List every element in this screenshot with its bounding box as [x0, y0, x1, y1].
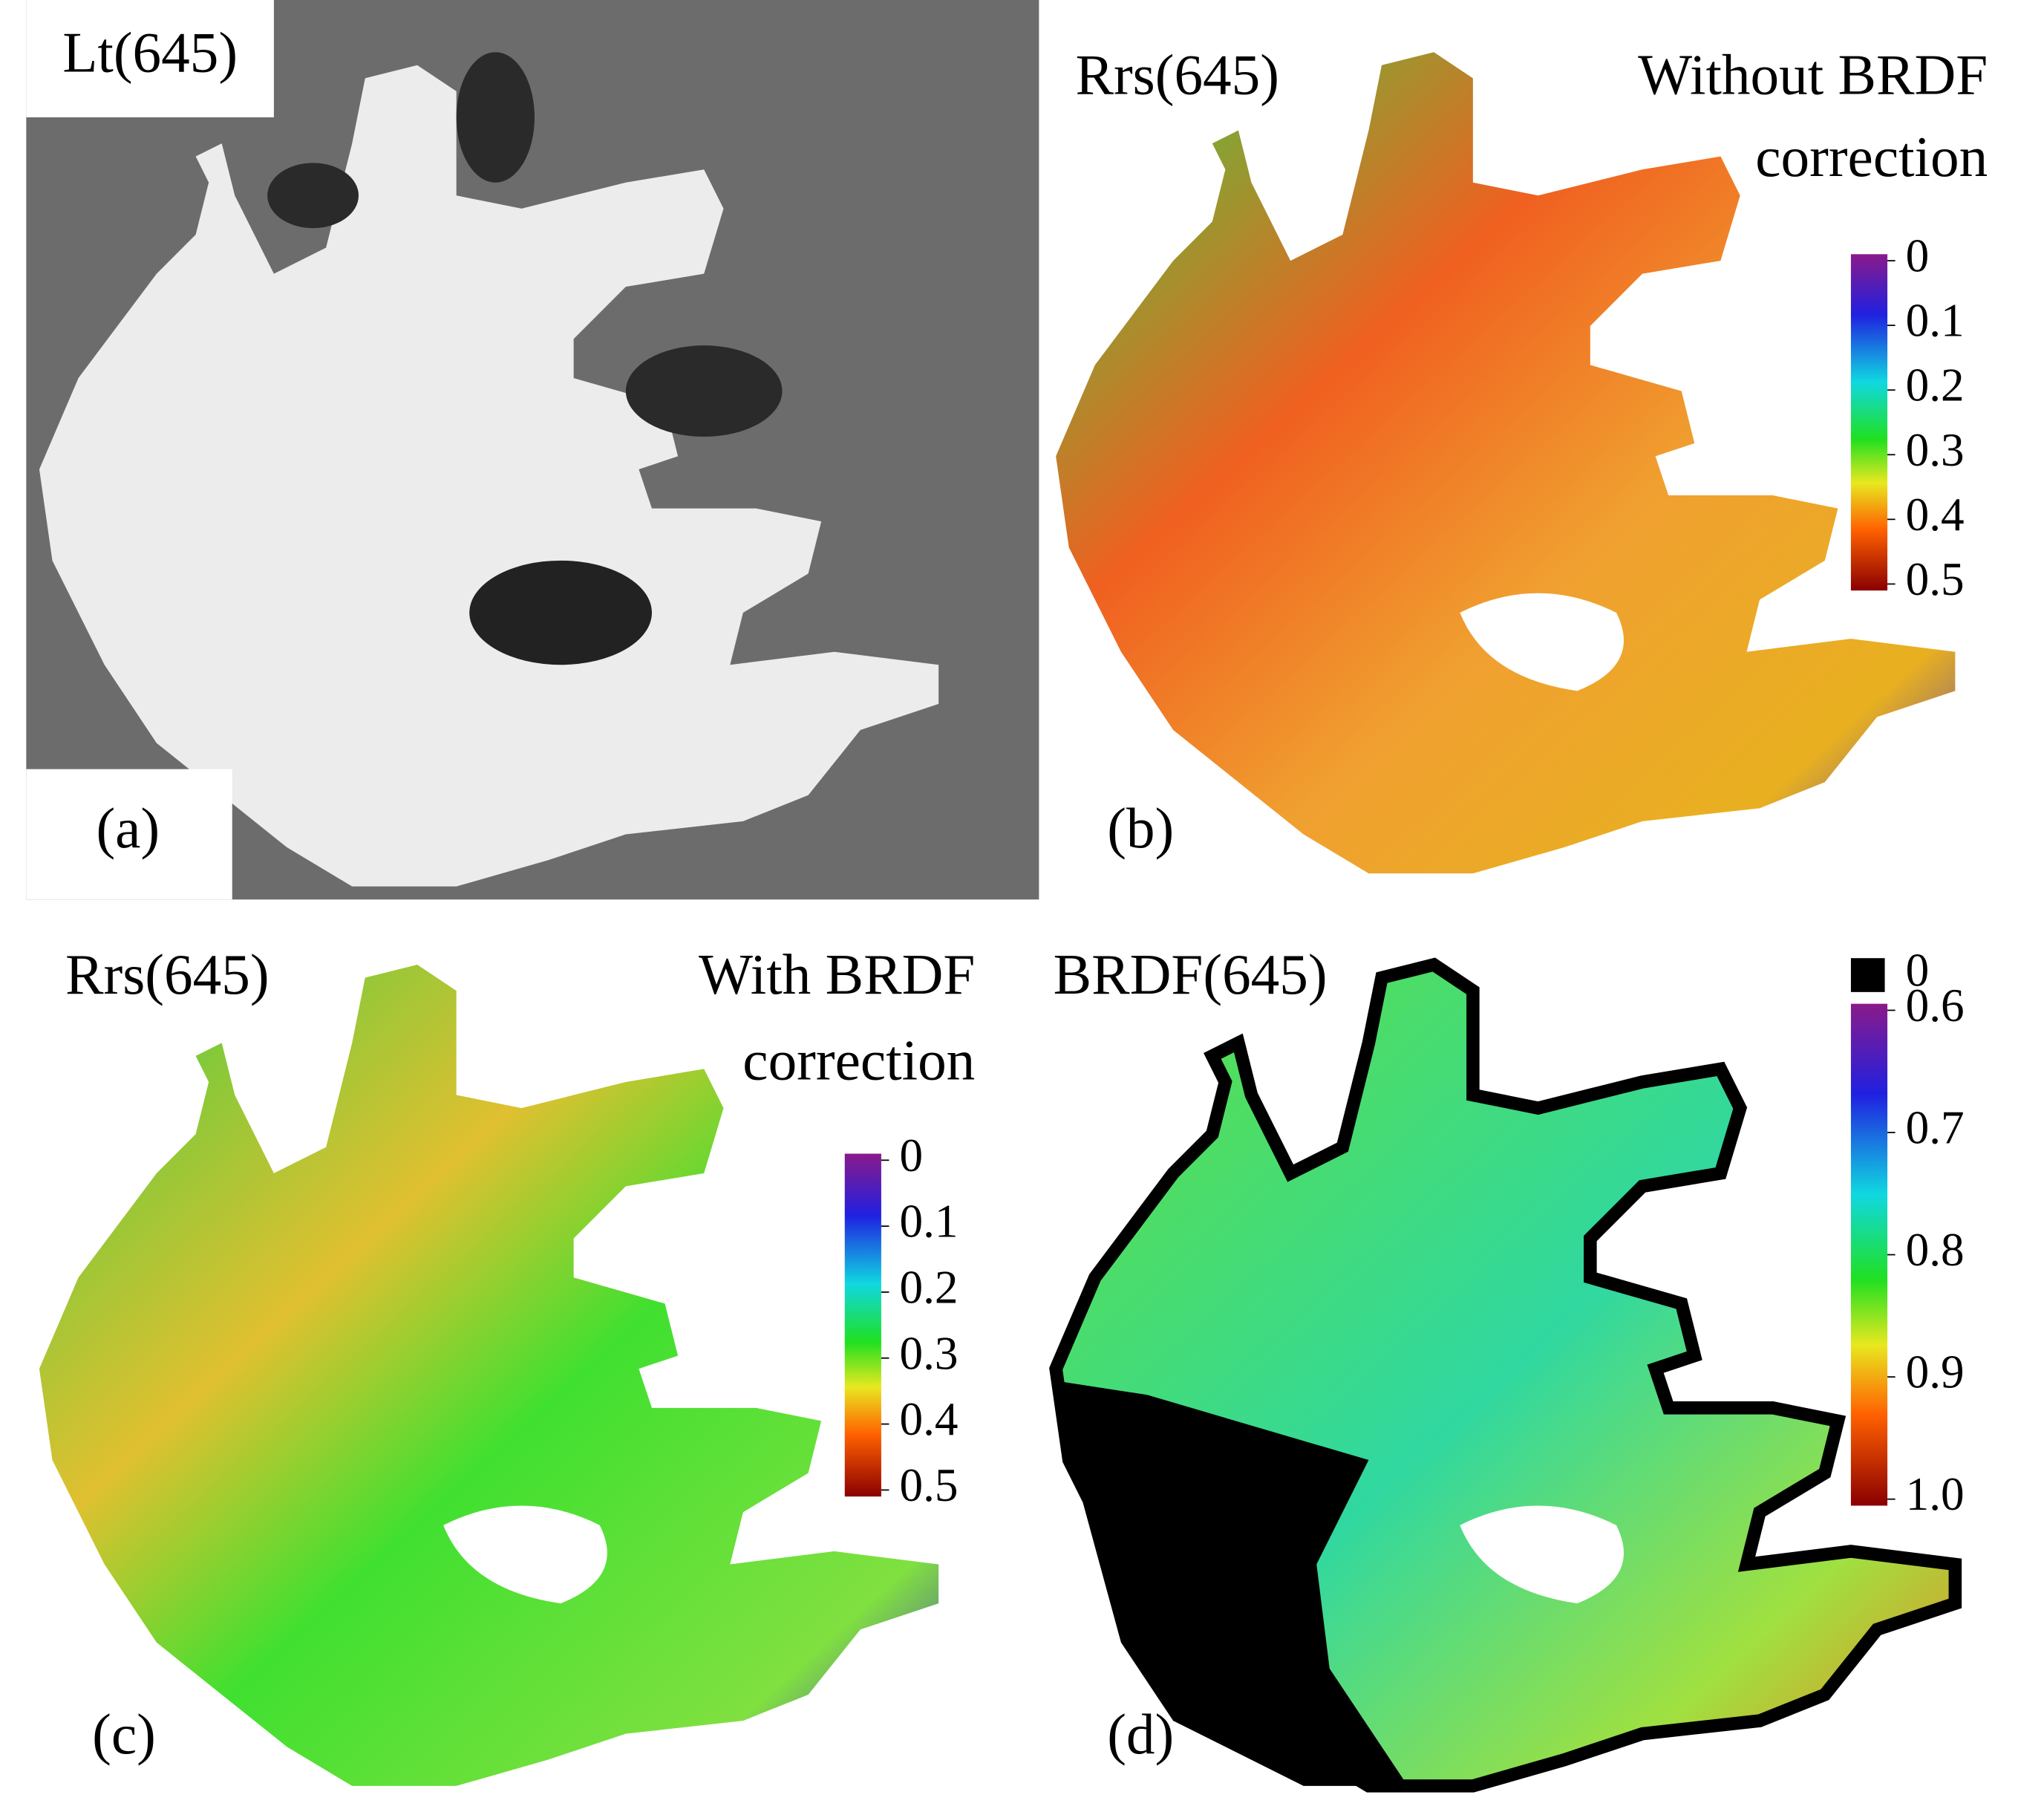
- colorbar-tick-label: 0.5: [1906, 553, 1965, 605]
- panel-title: Lt(645): [62, 21, 238, 85]
- mask-label: 0: [1906, 945, 1930, 997]
- colorbar-tick-label: 0.5: [899, 1459, 958, 1511]
- panel-label: (a): [96, 796, 160, 860]
- colorbar: [1850, 1003, 1888, 1506]
- colorbar-tick-label: 0.9: [1906, 1346, 1965, 1398]
- panel-note: correction: [742, 1029, 975, 1092]
- colorbar-tick-label: 0.2: [1906, 359, 1965, 411]
- colorbar-tick-label: 0.6: [1906, 980, 1965, 1032]
- colorbar: [1850, 254, 1888, 591]
- panel-label: (d): [1107, 1702, 1174, 1766]
- colorbar-tick-label: 0.4: [1906, 489, 1965, 541]
- colorbar-tick-label: 0.2: [899, 1261, 958, 1313]
- colorbar-tick-label: 0.4: [899, 1393, 958, 1445]
- colorbar-tick-label: 0.1: [899, 1196, 958, 1248]
- colorbar-tick-label: 1.0: [1906, 1468, 1965, 1520]
- mask-swatch: [1850, 958, 1885, 992]
- colorbar-tick-label: 0: [1906, 230, 1930, 282]
- colorbar-tick-label: 0.3: [899, 1327, 958, 1379]
- colorbar-tick-label: 0.7: [1906, 1102, 1965, 1154]
- colorbar-tick-label: 0.8: [1906, 1224, 1965, 1276]
- panel-note: With BRDF: [699, 942, 975, 1006]
- colorbar-tick-label: 0.3: [1906, 424, 1965, 476]
- panel-label: (c): [92, 1702, 156, 1766]
- panel-title: Rrs(645): [65, 942, 270, 1006]
- panel-d-image: [1056, 965, 1955, 1786]
- colorbar-tick-label: 0: [899, 1130, 923, 1182]
- panel-a-image: [26, 0, 1039, 900]
- panel-note: Without BRDF: [1638, 43, 1988, 107]
- panel-title: Rrs(645): [1075, 43, 1279, 107]
- panel-title: BRDF(645): [1054, 942, 1328, 1006]
- colorbar-tick-label: 0.1: [1906, 295, 1965, 347]
- colorbar: [844, 1153, 881, 1497]
- panel-label: (b): [1107, 796, 1174, 860]
- panel-note: correction: [1755, 125, 1988, 189]
